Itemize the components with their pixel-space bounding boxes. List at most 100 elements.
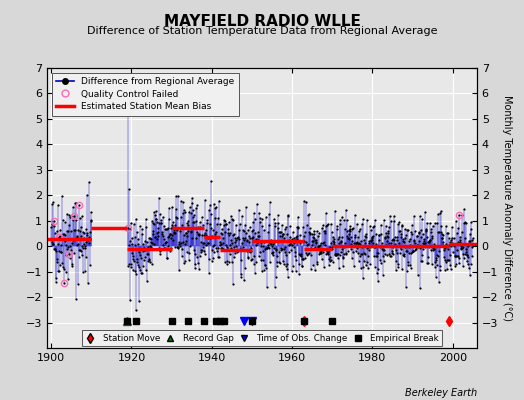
Point (376, 244, 384, 250)
Point (152, 230, 161, 236)
Point (281, 249, 290, 255)
Point (59, 230, 68, 237)
Point (275, 229, 283, 235)
Point (427, 226, 435, 232)
Point (222, 243, 231, 250)
Point (293, 233, 301, 239)
Point (457, 245, 465, 251)
Point (433, 220, 442, 226)
Point (467, 219, 476, 226)
Point (439, 242, 447, 248)
Point (259, 257, 268, 263)
Point (84, 236, 93, 242)
Point (406, 242, 414, 248)
Point (441, 267, 449, 274)
Point (368, 224, 377, 230)
Point (407, 249, 416, 256)
Point (344, 227, 353, 234)
Point (419, 246, 427, 252)
Point (431, 259, 439, 265)
Point (369, 233, 378, 239)
Point (354, 240, 362, 247)
Point (149, 208, 158, 215)
Point (136, 267, 144, 274)
Point (175, 239, 183, 246)
Point (262, 245, 270, 251)
Point (334, 234, 343, 240)
Point (73, 233, 81, 240)
Point (438, 235, 446, 241)
Point (135, 298, 143, 304)
Point (274, 225, 282, 232)
Point (278, 233, 286, 240)
Point (437, 208, 445, 214)
Point (252, 236, 260, 242)
Point (158, 229, 167, 235)
Point (335, 240, 343, 246)
Point (356, 253, 364, 260)
Point (347, 241, 356, 247)
Point (56, 233, 64, 239)
Point (271, 223, 279, 229)
Point (216, 242, 224, 248)
Point (390, 218, 398, 225)
Point (341, 226, 350, 232)
Point (340, 244, 348, 250)
Point (435, 210, 444, 216)
Point (78, 252, 86, 258)
Point (367, 227, 375, 233)
Point (206, 225, 215, 231)
Point (297, 253, 305, 259)
Point (182, 220, 191, 226)
Point (341, 240, 349, 246)
Point (353, 220, 361, 227)
Point (322, 223, 330, 229)
Point (204, 270, 213, 276)
Point (464, 260, 472, 267)
Point (229, 280, 237, 287)
Point (201, 251, 209, 257)
Point (201, 230, 210, 236)
Point (408, 222, 416, 228)
Point (87, 217, 95, 224)
Point (132, 271, 140, 278)
Point (256, 256, 265, 263)
Point (86, 262, 94, 268)
Point (203, 217, 212, 224)
Point (49, 199, 57, 206)
Point (437, 223, 445, 230)
Point (425, 237, 434, 243)
Point (287, 238, 295, 245)
Point (69, 204, 77, 211)
Point (165, 205, 173, 211)
Point (234, 234, 242, 240)
Point (440, 254, 448, 260)
Point (391, 241, 399, 248)
Point (179, 238, 188, 245)
Point (223, 230, 232, 236)
Point (320, 239, 329, 246)
Point (371, 244, 379, 250)
Point (327, 221, 335, 227)
Point (73, 242, 81, 248)
Point (466, 272, 474, 278)
Point (253, 239, 261, 245)
Point (220, 228, 228, 235)
Point (133, 241, 141, 248)
Point (150, 234, 159, 240)
Point (255, 210, 264, 216)
Point (256, 219, 264, 225)
Point (378, 242, 386, 249)
Point (205, 207, 214, 213)
Point (269, 252, 278, 258)
Point (267, 240, 275, 247)
Point (188, 234, 196, 241)
Point (127, 264, 136, 270)
Point (224, 219, 233, 226)
Point (462, 248, 471, 255)
Point (47, 224, 56, 230)
Point (61, 232, 69, 238)
Point (222, 220, 231, 227)
Point (416, 245, 424, 251)
Point (204, 235, 213, 241)
